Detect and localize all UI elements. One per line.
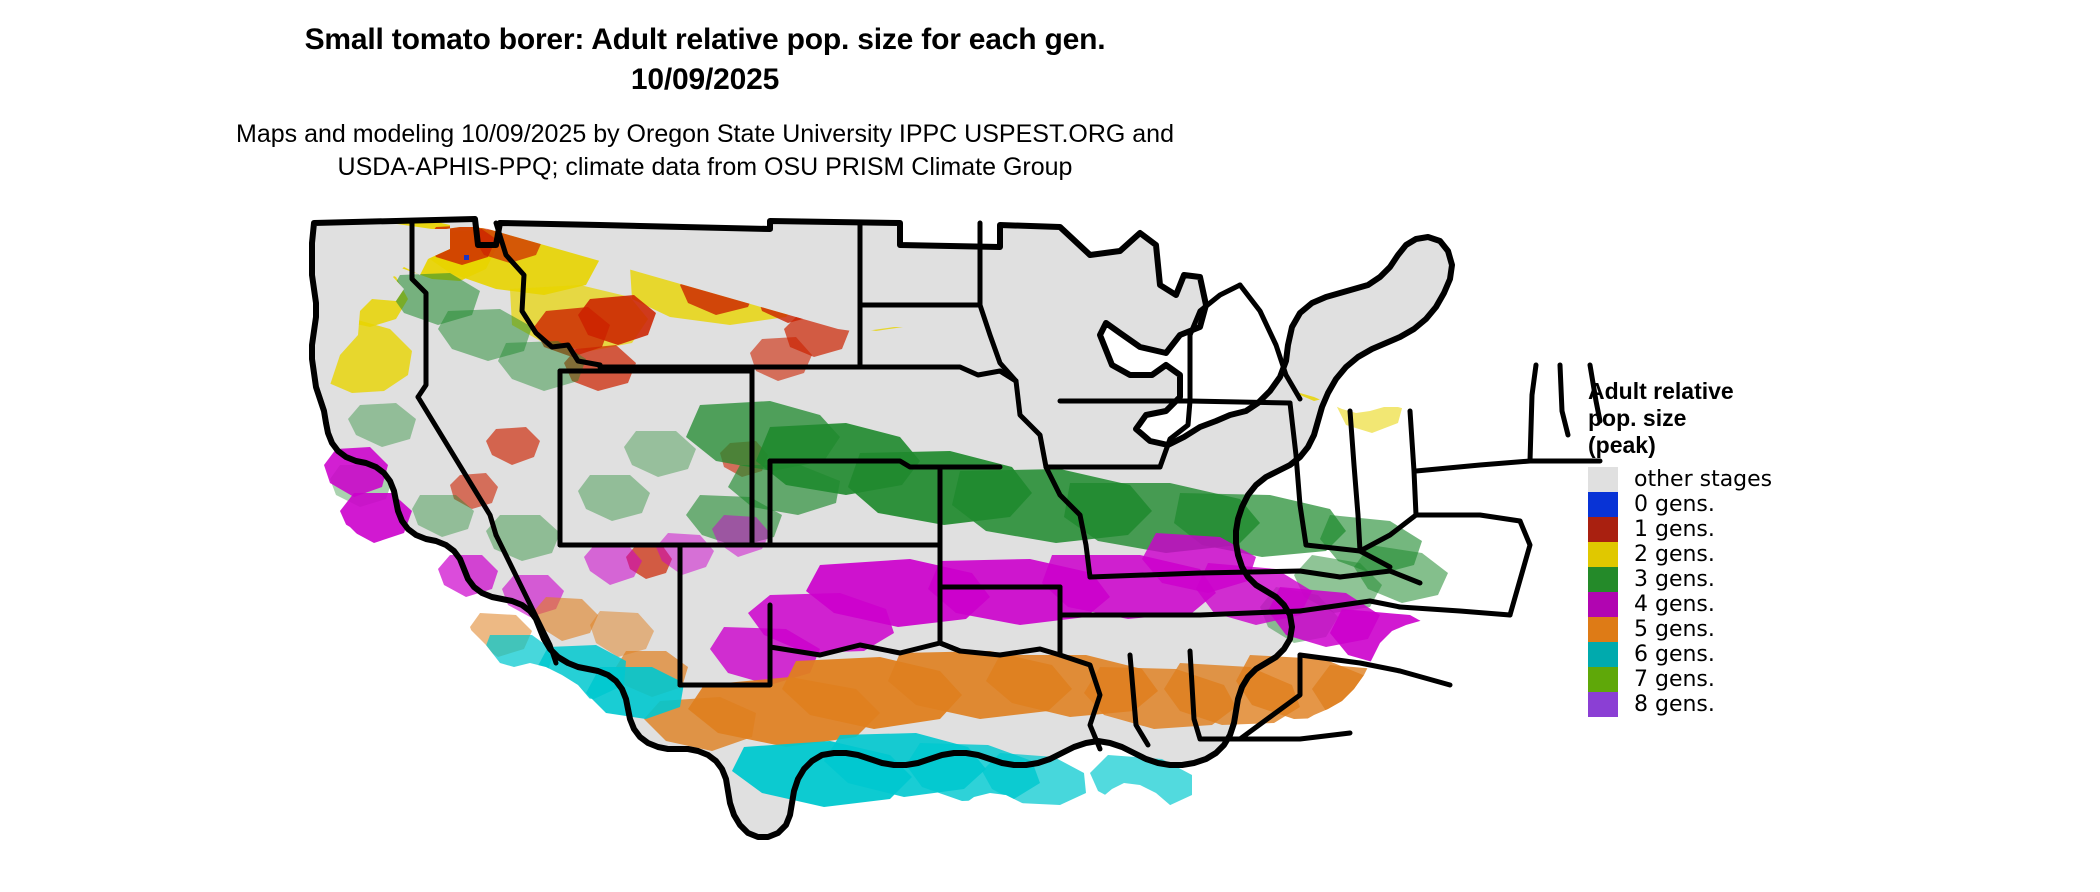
legend-entry: 1 gens. [1588, 517, 1888, 542]
legend-entry: 8 gens. [1588, 692, 1888, 717]
legend-color-swatch [1588, 617, 1618, 642]
legend-entry-label: 8 gens. [1634, 692, 1715, 717]
legend-color-swatch [1588, 667, 1618, 692]
legend-entry-label: 6 gens. [1634, 642, 1715, 667]
map-borders-layer [309, 216, 1603, 840]
state-border-ca-az [493, 532, 559, 666]
state-border-ms-al [1127, 652, 1151, 748]
map-legend: Adult relative pop. size (peak) other st… [1588, 378, 1888, 717]
legend-color-swatch [1588, 592, 1618, 617]
state-border-md-va [1507, 518, 1533, 618]
legend-entry-label: 0 gens. [1634, 492, 1715, 517]
legend-entry-label: 7 gens. [1634, 667, 1715, 692]
state-border-oh-wv [1357, 512, 1419, 554]
state-border-ar-la [937, 640, 1063, 658]
legend-entry-label: 4 gens. [1634, 592, 1715, 617]
subtitle-line-2: USDA-APHIS-PPQ; climate data from OSU PR… [337, 153, 1073, 181]
legend-color-swatch [1588, 517, 1618, 542]
state-border-va-wv [1337, 568, 1423, 586]
state-border-al-tn [1197, 608, 1303, 618]
legend-entry-label: 2 gens. [1634, 542, 1715, 567]
state-border-nm-tx [677, 644, 773, 688]
state-border-mt-wy [597, 362, 755, 370]
legend-entry: 6 gens. [1588, 642, 1888, 667]
state-border-sc-ga [1237, 652, 1303, 742]
state-border-in-oh [1347, 408, 1363, 554]
legend-title-line-1: Adult relative [1588, 378, 1734, 404]
legend-color-swatch [1588, 567, 1618, 592]
state-border-wi-il [1187, 398, 1293, 406]
legend-color-swatch [1588, 642, 1618, 667]
legend-entry-label: 3 gens. [1634, 567, 1715, 592]
legend-color-swatch [1588, 492, 1618, 517]
state-border-tn-nc [1297, 598, 1403, 614]
state-border-ne-ks [767, 458, 1003, 470]
legend-entry: 5 gens. [1588, 617, 1888, 642]
page-title: Small tomato borer: Adult relative pop. … [0, 20, 1410, 100]
legend-color-swatch [1588, 692, 1618, 717]
subtitle-line-1: Maps and modeling 10/09/2025 by Oregon S… [236, 120, 1174, 148]
legend-title: Adult relative pop. size (peak) [1588, 378, 1888, 459]
legend-entry-label: 1 gens. [1634, 517, 1715, 542]
legend-title-line-2: pop. size [1588, 405, 1687, 431]
legend-entry: other stages [1588, 467, 1888, 492]
state-border-pa-ny [1413, 458, 1533, 474]
title-line-1: Small tomato borer: Adult relative pop. … [304, 23, 1106, 56]
state-border-nc-sc [1297, 652, 1453, 688]
state-border-id-mt [493, 220, 603, 368]
state-border-il-in [1287, 400, 1309, 548]
state-border-wa-id [409, 218, 429, 330]
state-border-mn-wi [1187, 282, 1243, 404]
legend-entry: 3 gens. [1588, 567, 1888, 592]
state-border-la-ms [1057, 652, 1103, 752]
state-border-nc-va [1397, 604, 1513, 618]
state-border-tn-ky [1087, 568, 1343, 580]
legend-entry-label: 5 gens. [1634, 617, 1715, 642]
state-border-nd-mn [977, 220, 1019, 384]
legend-color-swatch [1588, 542, 1618, 567]
state-border-pa-md [1413, 512, 1523, 524]
state-border-ga-fl [1237, 730, 1353, 742]
state-border-ia-il [1157, 398, 1193, 470]
legend-entry-label: other stages [1634, 467, 1773, 492]
state-border-vt-nh [1557, 362, 1571, 438]
state-border-al-ga [1187, 648, 1243, 742]
state-border-mo-il [1043, 464, 1093, 580]
page-subtitle: Maps and modeling 10/09/2025 by Oregon S… [0, 118, 1410, 184]
legend-entry: 4 gens. [1588, 592, 1888, 617]
legend-entry-list: other stages 0 gens. 1 gens. 2 gens. 3 gens.… [1588, 467, 1888, 717]
state-border-nh-me [1587, 362, 1603, 424]
legend-color-swatch [1588, 467, 1618, 492]
legend-entry: 7 gens. [1588, 667, 1888, 692]
title-line-2: 10/09/2025 [630, 63, 780, 96]
us-choropleth-map [300, 215, 1620, 875]
state-border-or-id [415, 324, 429, 400]
map-canvas [300, 215, 1620, 875]
legend-entry: 0 gens. [1588, 492, 1888, 517]
state-border-mi-lakes [1237, 282, 1303, 402]
legend-entry: 2 gens. [1588, 542, 1888, 567]
national-border [309, 216, 1455, 840]
legend-title-line-3: (peak) [1588, 432, 1656, 458]
state-border-ny-vt [1527, 362, 1539, 464]
state-border-ca-nv [415, 394, 499, 538]
